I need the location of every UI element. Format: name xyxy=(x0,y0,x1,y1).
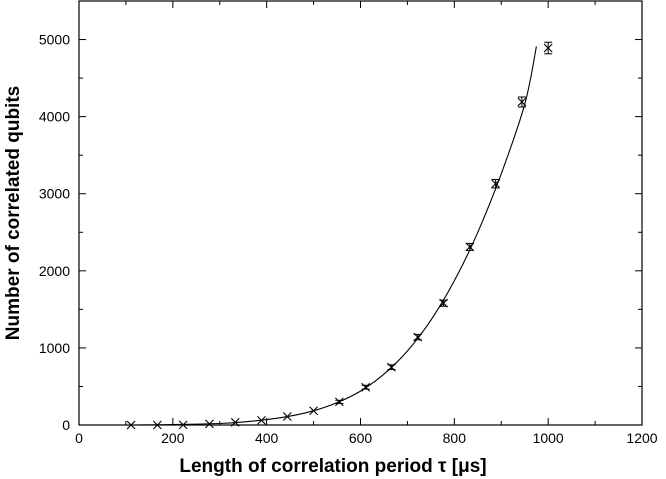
x-tick-label: 800 xyxy=(443,430,467,446)
x-marker-stroke xyxy=(517,97,527,107)
x-marker-stroke xyxy=(152,420,162,430)
x-marker-stroke xyxy=(413,332,423,342)
axis-ticks xyxy=(78,0,643,426)
plot-axes xyxy=(78,0,643,426)
x-marker-stroke xyxy=(230,417,240,427)
x-tick-label: 600 xyxy=(349,430,373,446)
plot-frame xyxy=(78,0,643,426)
data-point xyxy=(205,419,214,429)
x-marker-stroke xyxy=(387,362,396,372)
data-point xyxy=(491,178,501,189)
x-marker-stroke xyxy=(334,397,344,407)
data-point xyxy=(309,406,318,416)
x-tick-label: 400 xyxy=(255,430,279,446)
x-tick-label: 0 xyxy=(75,430,83,446)
x-marker-stroke xyxy=(282,412,292,421)
data-point xyxy=(257,415,266,425)
x-marker-stroke xyxy=(205,419,214,429)
data-point xyxy=(439,298,448,308)
data-point xyxy=(517,96,527,108)
y-tick-label: 4000 xyxy=(39,109,70,125)
x-marker-stroke xyxy=(361,382,371,392)
x-marker-stroke xyxy=(257,415,266,425)
x-marker-stroke xyxy=(178,420,188,430)
data-point xyxy=(413,332,423,342)
data-point xyxy=(361,382,371,392)
data-point xyxy=(230,417,240,427)
y-tick-label: 5000 xyxy=(39,32,70,48)
data-point xyxy=(465,242,475,252)
x-axis-title: Length of correlation period τ [μs] xyxy=(179,456,486,477)
data-point xyxy=(126,420,136,430)
y-tick-label: 1000 xyxy=(39,340,70,356)
x-marker-stroke xyxy=(465,242,475,252)
x-tick-label: 1000 xyxy=(533,430,564,446)
data-point xyxy=(543,41,553,55)
data-points xyxy=(126,41,553,430)
data-point xyxy=(387,362,396,372)
x-marker-stroke xyxy=(491,179,501,189)
data-point xyxy=(282,412,292,421)
data-point xyxy=(178,420,188,430)
x-marker-stroke xyxy=(126,420,136,430)
y-tick-label: 0 xyxy=(62,417,70,433)
data-point xyxy=(334,397,344,407)
data-point xyxy=(152,420,162,430)
x-tick-label: 1200 xyxy=(626,430,657,446)
tick-labels: 0 200 400 600 800 1000 1200 0 1000 2000 3000 4000 50… xyxy=(39,32,658,446)
x-marker-stroke xyxy=(309,406,318,416)
y-tick-label: 2000 xyxy=(39,263,70,279)
fit-curve xyxy=(130,46,537,426)
x-marker-stroke xyxy=(439,298,448,308)
x-marker-stroke xyxy=(543,43,553,53)
y-tick-label: 3000 xyxy=(39,186,70,202)
y-axis-title: Number of correlated qubits xyxy=(3,86,24,340)
x-tick-label: 200 xyxy=(161,430,185,446)
